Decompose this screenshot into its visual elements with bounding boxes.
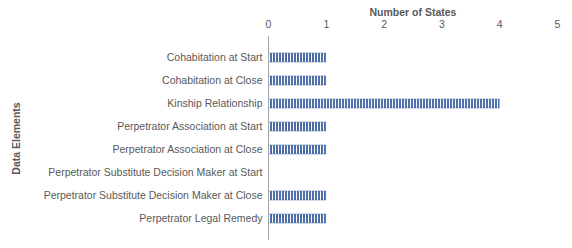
- svg-text:Perpetrator Legal Remedy: Perpetrator Legal Remedy: [139, 212, 263, 224]
- svg-text:Data Elements: Data Elements: [10, 102, 22, 175]
- svg-text:Perpetrator Substitute Decisio: Perpetrator Substitute Decision Maker at…: [48, 166, 262, 178]
- svg-text:Cohabitation at Close: Cohabitation at Close: [162, 74, 263, 86]
- svg-text:3: 3: [439, 18, 445, 30]
- svg-text:2: 2: [381, 18, 387, 30]
- svg-text:Perpetrator Substitute Decisio: Perpetrator Substitute Decision Maker at…: [44, 189, 263, 201]
- svg-text:Perpetrator Association at Clo: Perpetrator Association at Close: [113, 143, 263, 155]
- svg-text:5: 5: [555, 18, 561, 30]
- svg-text:1: 1: [323, 18, 329, 30]
- svg-text:4: 4: [497, 18, 503, 30]
- svg-text:Number of States: Number of States: [370, 6, 457, 18]
- svg-text:Kinship Relationship: Kinship Relationship: [167, 97, 262, 109]
- svg-text:Cohabitation at Start: Cohabitation at Start: [167, 51, 263, 63]
- svg-text:0: 0: [266, 18, 272, 30]
- svg-text:Perpetrator Association at Sta: Perpetrator Association at Start: [117, 120, 262, 132]
